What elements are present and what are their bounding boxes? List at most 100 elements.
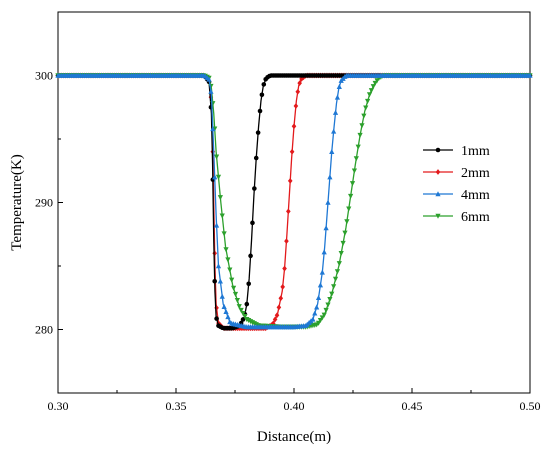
data-point bbox=[210, 126, 216, 132]
data-point bbox=[240, 310, 246, 317]
data-point bbox=[287, 178, 293, 184]
data-point bbox=[325, 199, 331, 205]
data-point bbox=[244, 301, 250, 307]
data-point bbox=[291, 123, 297, 130]
legend-item: 4mm bbox=[423, 188, 490, 203]
data-point bbox=[327, 297, 333, 303]
data-point bbox=[225, 257, 231, 263]
data-point bbox=[527, 72, 533, 78]
data-point bbox=[297, 80, 302, 87]
y-axis-label: Temperature(K) bbox=[9, 154, 25, 250]
data-point bbox=[261, 82, 267, 87]
data-point bbox=[250, 220, 255, 226]
data-point bbox=[348, 193, 354, 199]
data-point bbox=[357, 132, 363, 138]
data-point bbox=[230, 285, 237, 291]
data-point bbox=[340, 240, 346, 246]
y-tick-label: 290 bbox=[35, 196, 53, 210]
x-tick-label: 0.50 bbox=[520, 399, 541, 413]
data-point bbox=[323, 307, 329, 313]
data-point bbox=[229, 277, 235, 283]
data-point bbox=[284, 238, 289, 245]
data-point bbox=[255, 130, 261, 135]
data-point bbox=[325, 302, 331, 308]
data-point bbox=[248, 253, 253, 259]
legend-swatch-marker bbox=[435, 147, 441, 153]
data-point bbox=[236, 304, 242, 310]
legend-label: 4mm bbox=[461, 188, 490, 203]
data-point bbox=[206, 76, 212, 82]
data-point bbox=[365, 98, 371, 104]
data-point bbox=[366, 92, 373, 98]
data-point bbox=[359, 123, 365, 129]
data-point bbox=[219, 213, 225, 219]
data-point bbox=[213, 154, 220, 160]
data-point bbox=[321, 312, 327, 318]
data-point bbox=[286, 208, 291, 215]
data-point bbox=[217, 278, 223, 284]
data-point bbox=[351, 168, 358, 174]
data-point bbox=[331, 128, 337, 134]
x-tick-label: 0.45 bbox=[402, 399, 423, 413]
data-point bbox=[327, 174, 333, 180]
data-point bbox=[215, 263, 222, 269]
legend-item: 2mm bbox=[423, 166, 490, 181]
data-point bbox=[314, 304, 320, 310]
x-tick-label: 0.30 bbox=[48, 399, 69, 413]
data-point bbox=[370, 84, 376, 90]
y-tick-label: 300 bbox=[35, 69, 53, 83]
data-point bbox=[336, 83, 342, 89]
data-point bbox=[217, 195, 223, 201]
data-point bbox=[368, 88, 375, 94]
data-point bbox=[317, 318, 324, 324]
data-point bbox=[355, 144, 361, 150]
data-point bbox=[334, 269, 341, 275]
data-point bbox=[334, 94, 341, 100]
data-point bbox=[212, 174, 218, 180]
y-axis-ticks: 280 290 300 bbox=[35, 69, 63, 337]
data-point bbox=[338, 251, 344, 257]
data-point bbox=[353, 156, 359, 162]
data-point bbox=[331, 284, 337, 290]
data-point bbox=[319, 269, 325, 275]
data-point bbox=[280, 283, 285, 290]
x-axis-label: Distance(m) bbox=[257, 429, 331, 445]
data-point bbox=[212, 278, 218, 284]
data-point bbox=[232, 291, 239, 297]
data-point bbox=[259, 92, 265, 98]
legend-label: 1mm bbox=[461, 144, 490, 159]
data-point bbox=[310, 316, 316, 322]
data-point bbox=[319, 315, 325, 321]
data-point bbox=[332, 276, 339, 282]
data-point bbox=[323, 225, 329, 231]
data-point bbox=[332, 109, 339, 115]
series-line bbox=[58, 74, 530, 328]
series-line bbox=[58, 74, 530, 328]
data-point bbox=[344, 219, 350, 225]
x-tick-label: 0.40 bbox=[284, 399, 305, 413]
legend: 1mm 2mm 4mm 6mm bbox=[423, 144, 490, 225]
data-point bbox=[342, 230, 348, 236]
legend-item: 6mm bbox=[423, 210, 490, 225]
data-point bbox=[221, 303, 227, 309]
data-point bbox=[282, 265, 287, 272]
data-point bbox=[246, 281, 251, 287]
y-tick-label: 280 bbox=[35, 323, 53, 337]
data-point bbox=[225, 314, 231, 320]
series-layer bbox=[55, 72, 533, 332]
data-point bbox=[221, 231, 227, 237]
data-point bbox=[257, 108, 263, 114]
data-point bbox=[312, 310, 318, 316]
data-point bbox=[213, 222, 220, 228]
legend-label: 6mm bbox=[461, 210, 490, 225]
data-point bbox=[293, 103, 299, 109]
data-point bbox=[242, 313, 248, 320]
legend-swatch-marker bbox=[435, 169, 441, 175]
data-point bbox=[315, 294, 322, 301]
data-point bbox=[315, 320, 322, 326]
data-point bbox=[227, 267, 233, 273]
data-point bbox=[223, 247, 229, 253]
data-point bbox=[252, 186, 257, 191]
data-point bbox=[349, 181, 356, 187]
